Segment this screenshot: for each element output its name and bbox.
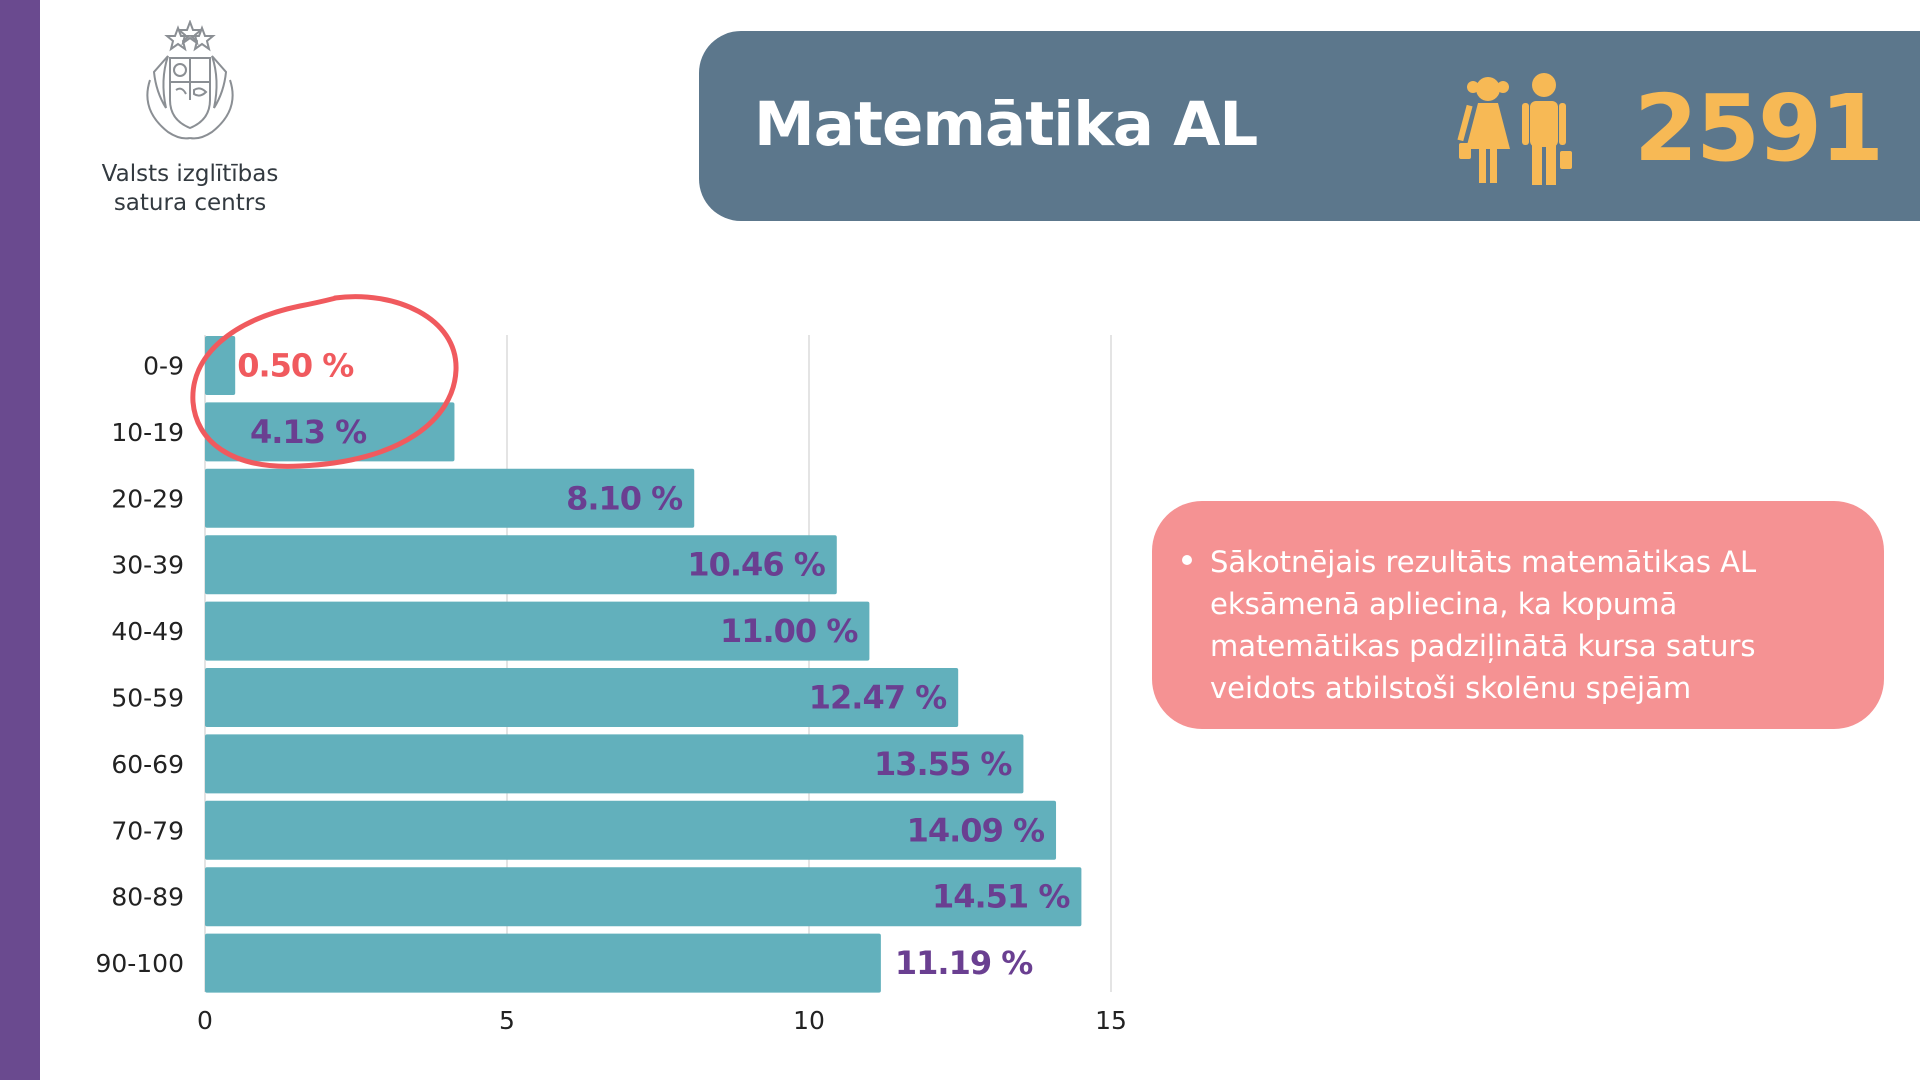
data-label: 11.00 % <box>720 612 858 650</box>
bar <box>205 601 870 661</box>
category-label: 70-79 <box>111 816 184 845</box>
data-label: 12.47 % <box>809 679 947 717</box>
category-label: 40-49 <box>111 617 184 646</box>
bar <box>205 468 695 528</box>
category-label: 20-29 <box>111 484 184 513</box>
data-label: 10.46 % <box>687 546 825 584</box>
category-label: 80-89 <box>111 883 184 912</box>
highlight-circle <box>190 294 459 469</box>
category-labels: 0-9 10-19 20-29 30-39 40-49 50-59 60-69 70-79 80… <box>95 352 184 979</box>
category-label: 90-100 <box>95 949 184 978</box>
data-label: 14.51 % <box>932 878 1070 916</box>
chart-bars <box>205 336 1082 993</box>
organization-logo: Valsts izglītības satura centrs <box>100 20 280 218</box>
note-box: Sākotnējais rezultāts matemātikas AL eks… <box>1152 501 1884 729</box>
category-label: 60-69 <box>111 750 184 779</box>
data-label: 0.50 % <box>237 347 354 385</box>
students-icon <box>1457 73 1572 185</box>
student-count: 2591 <box>1634 75 1884 182</box>
data-label: 14.09 % <box>907 811 1045 849</box>
data-labels: 0.50 % 4.13 % 8.10 %10.46 % 11.00 % 12.47 % 1… <box>237 347 1071 983</box>
x-tick-label: 10 <box>793 1006 825 1035</box>
category-label: 30-39 <box>111 551 184 580</box>
page-title: Matemātika AL <box>754 89 1258 160</box>
organization-name-line-1: Valsts izglītības <box>101 161 279 187</box>
x-tick-label: 5 <box>499 1006 515 1035</box>
left-accent-stripe <box>0 0 40 1080</box>
organization-name-line-2: satura centrs <box>113 190 267 216</box>
data-label: 11.19 % <box>895 944 1033 982</box>
category-label: 10-19 <box>111 418 184 447</box>
data-label: 4.13 % <box>250 413 367 451</box>
data-label: 13.55 % <box>874 745 1012 783</box>
category-label: 50-59 <box>111 684 184 713</box>
header-banner: Matemātika AL 2591 <box>699 31 1920 221</box>
bar <box>205 867 1082 927</box>
bar <box>205 800 1057 860</box>
data-label: 8.10 % <box>566 479 683 517</box>
x-tick-label: 15 <box>1095 1006 1127 1035</box>
bar <box>205 734 1024 794</box>
bar <box>205 933 881 993</box>
category-label: 0-9 <box>143 352 184 381</box>
score-distribution-chart: 0-9 10-19 20-29 30-39 40-49 50-59 60-69 70-79 80… <box>95 294 1127 1035</box>
note-text: Sākotnējais rezultāts matemātikas AL eks… <box>1210 545 1757 705</box>
x-tick-label: 0 <box>197 1006 213 1035</box>
x-axis-ticks: 0 5 10 15 <box>197 1006 1127 1035</box>
bullet-icon <box>1182 555 1192 565</box>
bar <box>205 668 959 727</box>
coat-of-arms-icon <box>146 20 234 140</box>
bar <box>205 535 837 595</box>
